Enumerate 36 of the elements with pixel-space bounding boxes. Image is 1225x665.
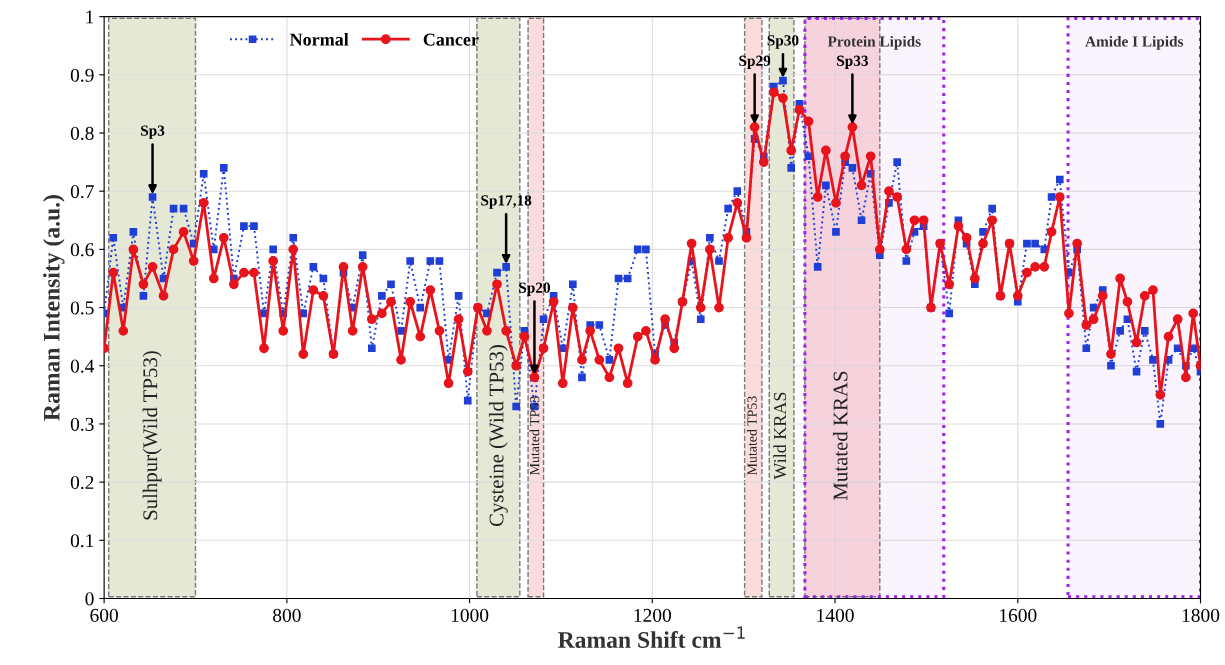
- band-label: Wild KRAS: [773, 392, 787, 480]
- y-tick-label: 0.7: [70, 185, 94, 199]
- annotation: Sp30: [767, 35, 799, 49]
- band-label: Cysteine (Wild TP53): [488, 345, 508, 527]
- y-tick-label: 0.4: [70, 359, 95, 373]
- x-tick-label: 1400: [817, 608, 854, 622]
- annotation: Sp3: [141, 125, 165, 139]
- x-tick-label: 800: [273, 608, 301, 622]
- y-tick-label: 0.2: [70, 475, 94, 490]
- y-tick-label: 0.9: [70, 68, 94, 82]
- x-tick-label: 1000: [451, 608, 489, 622]
- band-label: Amide I Lipids: [1085, 35, 1184, 50]
- annotation: Sp17,18: [481, 195, 532, 209]
- y-axis-title: Raman Intensity (a.u.): [43, 195, 65, 421]
- x-tick-label: 600: [90, 608, 118, 622]
- annotation: Sp29: [739, 55, 771, 69]
- legend-label: Normal: [289, 32, 349, 46]
- legend-label: Cancer: [423, 33, 479, 46]
- y-tick-label: 1: [86, 10, 94, 24]
- y-tick-label: 0.6: [70, 243, 94, 257]
- y-tick-label: 0.8: [70, 126, 94, 141]
- x-tick-label: 1200: [634, 608, 672, 622]
- band-label: Sulhpur(Wild TP53): [142, 351, 162, 520]
- y-tick-label: 0.5: [70, 301, 94, 315]
- y-tick-label: 0.1: [70, 534, 94, 548]
- band-label: Mutated TP53: [529, 396, 540, 475]
- band-label: Protein Lipids: [827, 35, 921, 50]
- band-label: Mutated TP53: [746, 396, 757, 475]
- y-tick-label: 0: [85, 592, 94, 606]
- x-tick-label: 1600: [1000, 608, 1037, 622]
- x-tick-label: 1800: [1182, 608, 1220, 622]
- annotation: Sp20: [519, 282, 551, 296]
- annotation: Sp33: [837, 55, 869, 69]
- y-tick-label: 0.3: [70, 417, 94, 431]
- band-label: Mutated KRAS: [832, 371, 848, 501]
- x-axis-title: Raman Shift cm$^{−1}$: [558, 626, 745, 648]
